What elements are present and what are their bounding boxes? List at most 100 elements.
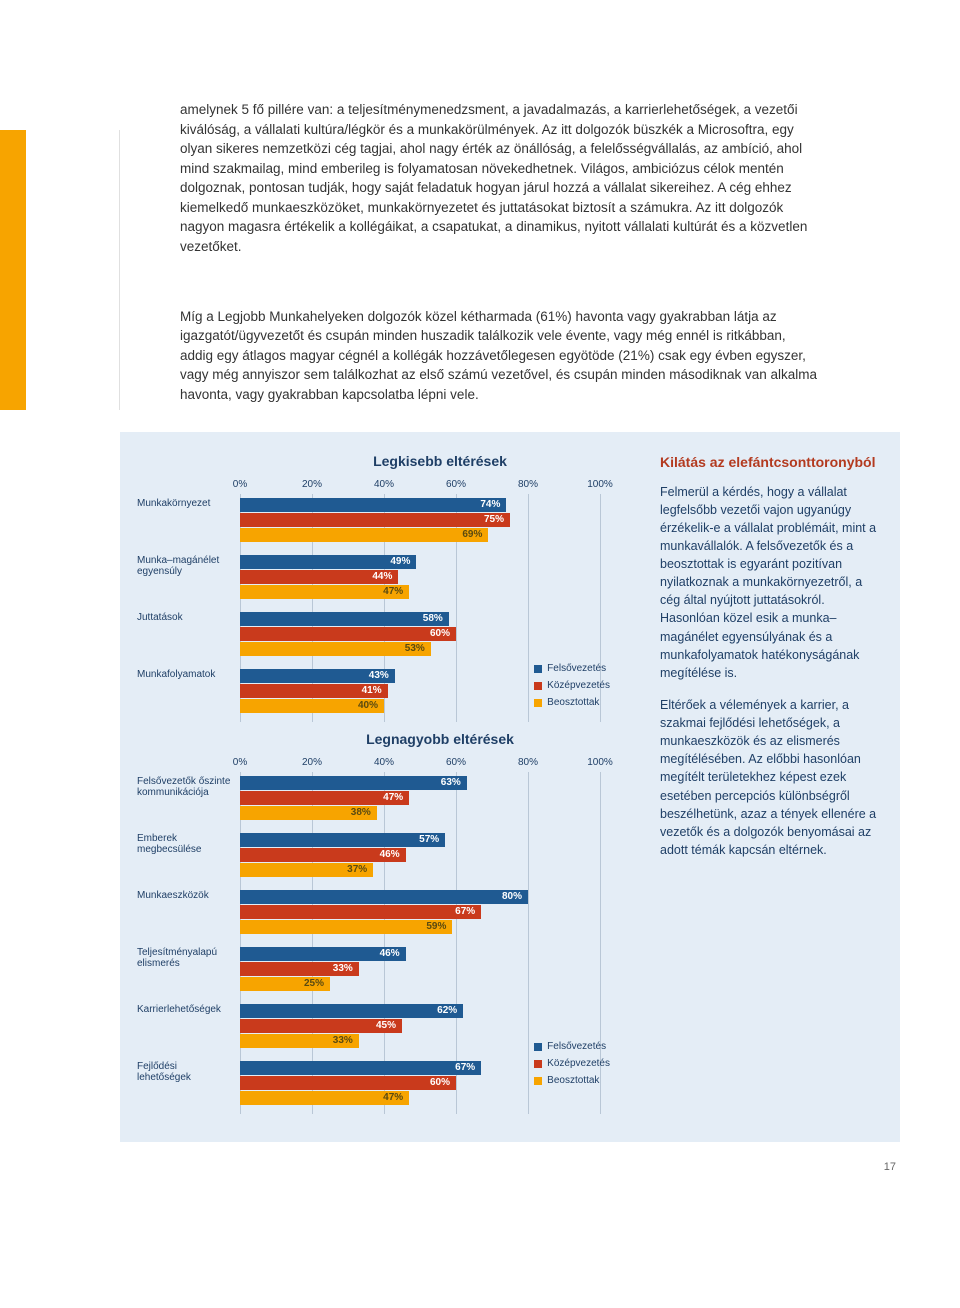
category-label: Karrierlehetőségek (137, 1004, 232, 1016)
chart-largest-differences: Legnagyobb eltérések 0%20%40%60%80%100% … (140, 730, 640, 1114)
category-group: Munkakörnyezet74%75%69% (240, 494, 600, 551)
bar-row: 46% (240, 848, 600, 862)
category-group: Juttatások58%60%53% (240, 608, 600, 665)
category-label: Emberek megbecsülése (137, 833, 232, 856)
bar (240, 498, 506, 512)
bar-value-label: 46% (376, 848, 404, 862)
body-paragraph: Míg a Legjobb Munkahelyeken dolgozók köz… (180, 307, 820, 405)
bar-row: 45% (240, 1019, 600, 1033)
bar-value-label: 47% (379, 1091, 407, 1105)
bar-row: 75% (240, 513, 600, 527)
legend-swatch (534, 1043, 542, 1051)
chart1-axis: 0%20%40%60%80%100% (240, 478, 640, 494)
axis-tick: 40% (374, 478, 394, 492)
sidebar-column: Kilátás az elefántcsonttoronyból Felmerü… (660, 452, 880, 1121)
axis-tick: 0% (233, 478, 247, 492)
bar-row: 60% (240, 627, 600, 641)
bar-value-label: 40% (354, 699, 382, 713)
bar-value-label: 60% (426, 1076, 454, 1090)
chart2-axis: 0%20%40%60%80%100% (240, 756, 640, 772)
category-label: Munkakörnyezet (137, 498, 232, 510)
bar-row: 37% (240, 863, 600, 877)
category-group: Felsővezetők őszinte kommunikációja63%47… (240, 772, 600, 829)
category-label: Munkafolyamatok (137, 669, 232, 681)
bar-row: 62% (240, 1004, 600, 1018)
bar-value-label: 41% (358, 684, 386, 698)
legend: FelsővezetésKözépvezetésBeosztottak (534, 662, 610, 713)
category-group: Emberek megbecsülése57%46%37% (240, 829, 600, 886)
bar (240, 513, 510, 527)
sidebar-p2: Eltérőek a vélemények a karrier, a szakm… (660, 696, 880, 859)
bar-value-label: 69% (458, 528, 486, 542)
bar-value-label: 25% (300, 977, 328, 991)
intro-paragraph: amelynek 5 fő pillére van: a teljesítmén… (180, 100, 820, 257)
chart-smallest-differences: Legkisebb eltérések 0% 20% 40% 60% 80% 100% M… (140, 452, 640, 722)
bar (240, 890, 528, 904)
bar-row: 53% (240, 642, 600, 656)
category-label: Fejlődési lehetőségek (137, 1061, 232, 1084)
axis-tick: 100% (587, 478, 613, 492)
bar-value-label: 44% (368, 570, 396, 584)
bar-row: 33% (240, 962, 600, 976)
bar-value-label: 38% (347, 806, 375, 820)
left-orange-tab (0, 130, 26, 410)
bar-row: 57% (240, 833, 600, 847)
category-label: Juttatások (137, 612, 232, 624)
axis-tick: 60% (446, 478, 466, 492)
category-label: Munka–magánélet egyensúly (137, 555, 232, 578)
bar (240, 627, 456, 641)
charts-column: Legkisebb eltérések 0%20%40%60%80%100% M… (140, 452, 640, 1121)
category-group: Teljesítményalapú elismerés46%33%25% (240, 943, 600, 1000)
bar-row: 80% (240, 890, 600, 904)
legend-item: Beosztottak (534, 696, 610, 710)
bar (240, 776, 467, 790)
bar (240, 1076, 456, 1090)
sidebar-p1: Felmerül a kérdés, hogy a vállalat legfe… (660, 483, 880, 682)
legend-swatch (534, 699, 542, 707)
bar-value-label: 43% (365, 669, 393, 683)
sidebar-title: Kilátás az elefántcsonttoronyból (660, 452, 880, 472)
left-white-column (26, 130, 120, 410)
axis-tick: 80% (518, 478, 538, 492)
legend-swatch (534, 682, 542, 690)
axis-tick: 20% (302, 756, 322, 770)
bar-value-label: 49% (386, 555, 414, 569)
legend-item: Felsővezetés (534, 1040, 610, 1054)
chart2-plot: Felsővezetők őszinte kommunikációja63%47… (240, 772, 600, 1114)
bar (240, 528, 488, 542)
bar-value-label: 37% (343, 863, 371, 877)
bar-value-label: 74% (476, 498, 504, 512)
bar-row: 58% (240, 612, 600, 626)
legend-swatch (534, 1060, 542, 1068)
bar (240, 920, 452, 934)
category-label: Teljesítményalapú elismerés (137, 947, 232, 970)
bar-value-label: 67% (451, 1061, 479, 1075)
bar-value-label: 33% (329, 1034, 357, 1048)
bar-value-label: 47% (379, 791, 407, 805)
legend-item: Beosztottak (534, 1074, 610, 1088)
axis-tick: 20% (302, 478, 322, 492)
bar-row: 38% (240, 806, 600, 820)
bar-value-label: 59% (422, 920, 450, 934)
bar-row: 49% (240, 555, 600, 569)
legend-label: Felsővezetés (547, 662, 606, 676)
legend-label: Beosztottak (547, 1074, 599, 1088)
page-number: 17 (60, 1160, 900, 1175)
bar-value-label: 45% (372, 1019, 400, 1033)
bar-value-label: 60% (426, 627, 454, 641)
legend-item: Felsővezetés (534, 662, 610, 676)
category-label: Munkaeszközök (137, 890, 232, 902)
axis-tick: 0% (233, 756, 247, 770)
legend-label: Felsővezetés (547, 1040, 606, 1054)
bar-value-label: 46% (376, 947, 404, 961)
legend-label: Középvezetés (547, 1057, 610, 1071)
bar-value-label: 80% (498, 890, 526, 904)
chart1-title: Legkisebb eltérések (240, 452, 640, 472)
bar (240, 905, 481, 919)
bar-row: 69% (240, 528, 600, 542)
bar-value-label: 47% (379, 585, 407, 599)
chart1-plot: Munkakörnyezet74%75%69%Munka–magánélet e… (240, 494, 600, 722)
bar-value-label: 57% (415, 833, 443, 847)
bar-row: 25% (240, 977, 600, 991)
bar-value-label: 58% (419, 612, 447, 626)
